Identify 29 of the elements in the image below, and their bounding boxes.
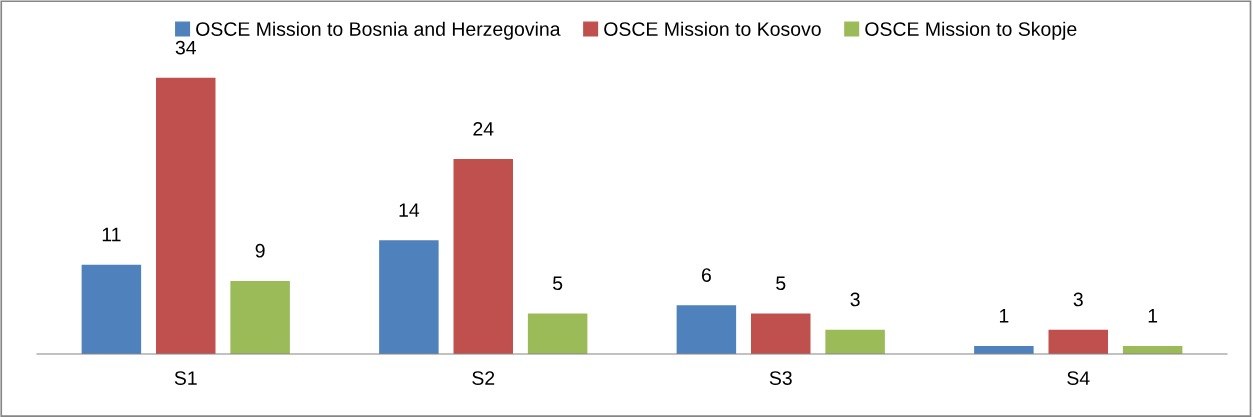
bar xyxy=(1048,329,1108,354)
bar xyxy=(453,159,513,354)
data-label: 1 xyxy=(1148,309,1158,323)
data-label: 3 xyxy=(850,292,860,307)
x-tick-label: S2 xyxy=(472,371,495,385)
data-label: 9 xyxy=(255,243,265,258)
legend-label: OSCE Mission to Bosnia and Herzegovina xyxy=(196,21,561,40)
bar xyxy=(527,313,588,354)
bar xyxy=(230,280,290,354)
data-label: 11 xyxy=(102,227,121,242)
x-tick-label: S3 xyxy=(769,371,792,385)
bar xyxy=(825,329,885,354)
legend-label: OSCE Mission to Kosovo xyxy=(604,21,821,36)
x-tick-label: S4 xyxy=(1067,371,1090,385)
bar xyxy=(81,264,142,354)
bar xyxy=(156,77,216,354)
data-label: 5 xyxy=(553,276,563,291)
data-label: 14 xyxy=(399,203,420,217)
bar xyxy=(676,305,737,354)
x-tick-label: S1 xyxy=(174,371,197,385)
bar xyxy=(751,313,811,354)
bar xyxy=(379,240,439,354)
data-label: 6 xyxy=(701,268,711,282)
data-label: 5 xyxy=(776,276,786,291)
data-label: 24 xyxy=(473,121,494,136)
legend-label: OSCE Mission to Skopje xyxy=(865,21,1077,40)
data-label: 1 xyxy=(999,309,1009,323)
data-label: 3 xyxy=(1073,292,1083,307)
data-label: 34 xyxy=(175,40,196,55)
